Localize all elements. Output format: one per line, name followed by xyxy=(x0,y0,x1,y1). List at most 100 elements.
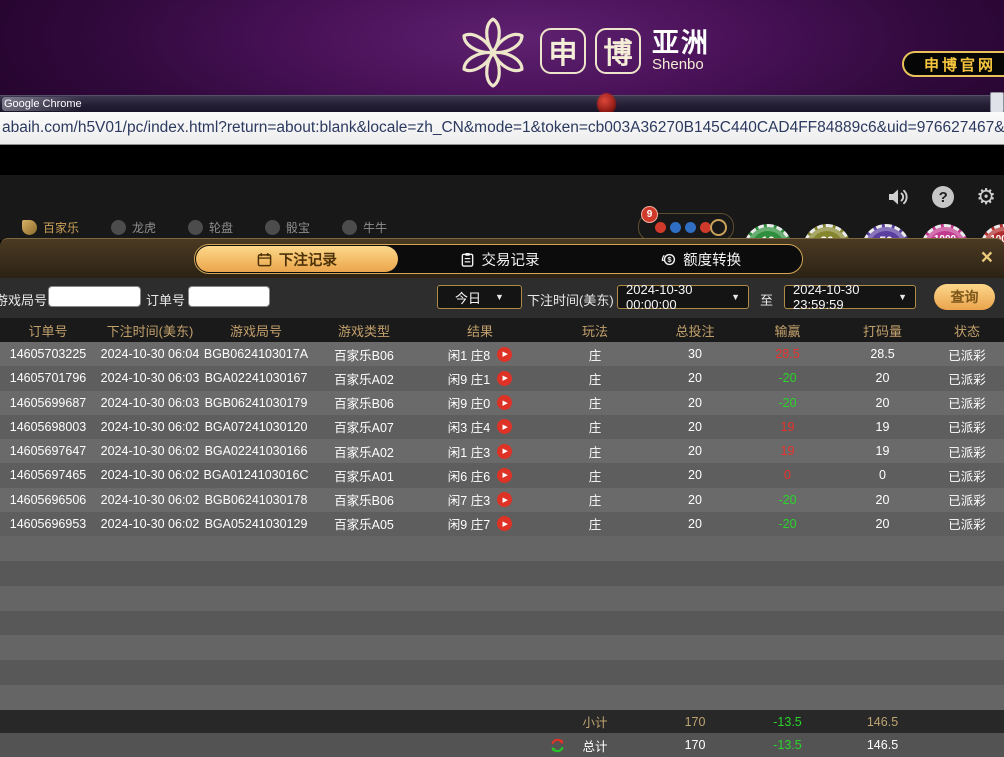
game-category-icon xyxy=(111,219,127,235)
cell-status: 已派彩 xyxy=(948,421,986,436)
url-text[interactable]: abaih.com/h5V01/pc/index.html?return=abo… xyxy=(2,119,1004,136)
speaker-icon[interactable] xyxy=(886,185,910,209)
cell-round: BGA02241030167 xyxy=(204,371,308,386)
replay-icon[interactable]: ▶ xyxy=(497,419,513,435)
cell-result: 闲1 庄8 ▶ xyxy=(420,342,540,366)
cell-order: 14605696506 xyxy=(9,492,87,507)
cell-time: 2024-10-30 06:02 xyxy=(100,419,200,434)
cell-game: 百家乐A02 xyxy=(334,445,394,460)
help-icon[interactable]: ? xyxy=(932,186,955,208)
nav-item-2[interactable]: 轮盘 xyxy=(188,219,233,236)
filter-bar: 游戏局号 订单号 今日 ▼ 下注时间(美东) 2024-10-30 00:00:… xyxy=(0,278,1004,318)
tab-transaction-records[interactable]: 交易记录 xyxy=(399,245,601,273)
grandtotal-row: 总计 170 -13.5 146.5 xyxy=(0,733,1004,757)
cell-time: 2024-10-30 06:02 xyxy=(100,516,200,531)
marble-red-icon xyxy=(700,222,711,233)
cell-turnover: 20 xyxy=(875,492,890,507)
nav-item-4[interactable]: 牛牛 xyxy=(342,219,387,236)
browser-window-title: Google Chrome xyxy=(2,97,96,111)
cell-bet: 20 xyxy=(688,468,702,483)
shenbo-logo: 申 博 亚洲 Shenbo xyxy=(455,12,710,90)
lottery-widget[interactable]: 9 xyxy=(638,206,734,241)
grandtotal-label: 总计 xyxy=(582,739,608,754)
date-to-value: 2024-10-30 23:59:59 xyxy=(793,282,860,312)
logo-region-text: 亚洲 xyxy=(652,27,710,58)
subtotal-bet: 170 xyxy=(684,714,706,729)
cell-order: 14605697465 xyxy=(9,468,87,483)
subtotal-label: 小计 xyxy=(582,716,608,730)
grandtotal-turnover: 146.5 xyxy=(866,738,899,752)
replay-icon[interactable]: ▶ xyxy=(497,516,513,532)
browser-address-bar[interactable]: abaih.com/h5V01/pc/index.html?return=abo… xyxy=(0,112,1004,145)
cell-round: BGB0624103017A xyxy=(203,347,309,362)
empty-row xyxy=(0,610,1004,636)
range-select[interactable]: 今日 ▼ xyxy=(437,285,522,309)
query-button[interactable]: 查询 xyxy=(934,284,995,310)
svg-text:$: $ xyxy=(668,255,673,264)
replay-icon[interactable]: ▶ xyxy=(497,370,513,386)
chevron-down-icon: ▼ xyxy=(731,292,740,302)
cell-game: 百家乐B06 xyxy=(334,348,394,363)
result-text: 闲1 庄3 xyxy=(447,445,491,460)
result-text: 闲3 庄4 xyxy=(447,421,491,436)
nav-item-0[interactable]: 百家乐 xyxy=(22,219,79,236)
logo-en-text: Shenbo xyxy=(652,56,704,74)
table-row: 14605699687 2024-10-30 06:03 BGB0624103017… xyxy=(0,390,1004,415)
date-to-select[interactable]: 2024-10-30 23:59:59 ▼ xyxy=(784,282,916,312)
cell-result: 闲1 庄3 ▶ xyxy=(420,439,540,463)
tab-quota-transfer[interactable]: $ 额度转换 xyxy=(600,245,802,273)
order-input[interactable] xyxy=(188,286,270,307)
logo-char-bo: 博 xyxy=(595,28,641,74)
range-select-value: 今日 xyxy=(455,290,482,306)
cell-result: 闲3 庄4 ▶ xyxy=(420,415,540,439)
window-control[interactable] xyxy=(990,92,1004,113)
close-icon[interactable]: × xyxy=(980,246,993,269)
subtotal-win: -13.5 xyxy=(773,714,802,729)
calendar-icon xyxy=(257,252,272,266)
nav-item-1[interactable]: 龙虎 xyxy=(111,219,156,236)
replay-icon[interactable]: ▶ xyxy=(497,346,513,362)
empty-row xyxy=(0,585,1004,611)
cell-win: 19 xyxy=(780,419,795,434)
cell-bet: 20 xyxy=(688,395,702,410)
empty-row xyxy=(0,660,1004,686)
cell-time: 2024-10-30 06:03 xyxy=(100,371,200,386)
tab-bet-records[interactable]: 下注记录 xyxy=(196,246,398,272)
official-site-button[interactable]: 申博官网 xyxy=(901,51,1004,77)
subtotal-row: 小计 170 -13.5 146.5 xyxy=(0,710,1004,733)
cell-game: 百家乐B06 xyxy=(334,397,394,412)
chevron-down-icon: ▼ xyxy=(495,292,504,302)
cell-win: 28.5 xyxy=(775,347,800,362)
grandtotal-win: -13.5 xyxy=(773,738,802,752)
gear-icon[interactable]: ⚙ xyxy=(976,184,996,209)
modal-top-bar: 下注记录 交易记录 $ xyxy=(0,238,1004,278)
replay-icon[interactable]: ▶ xyxy=(497,492,513,508)
column-header: 状态 xyxy=(953,323,980,339)
date-from-select[interactable]: 2024-10-30 00:00:00 ▼ xyxy=(617,282,749,312)
replay-icon[interactable]: ▶ xyxy=(497,443,513,459)
cell-time: 2024-10-30 06:03 xyxy=(100,395,200,410)
cell-round: BGB06241030179 xyxy=(204,395,308,410)
cell-play: 庄 xyxy=(588,494,602,509)
bet-time-label: 下注时间(美东) xyxy=(527,293,614,308)
cell-time: 2024-10-30 06:02 xyxy=(100,468,200,483)
replay-icon[interactable]: ▶ xyxy=(497,467,513,483)
column-header: 输赢 xyxy=(774,323,801,339)
nav-item-label: 龙虎 xyxy=(132,220,157,235)
cell-turnover: 28.5 xyxy=(870,347,895,362)
result-text: 闲9 庄0 xyxy=(447,397,491,412)
cell-bet: 20 xyxy=(688,492,702,507)
cell-order: 14605703225 xyxy=(9,347,87,362)
game-round-input[interactable] xyxy=(48,286,141,307)
nav-item-3[interactable]: 骰宝 xyxy=(265,219,310,236)
table-row: 14605697465 2024-10-30 06:02 BGA0124103016… xyxy=(0,463,1004,488)
cell-round: BGA02241030166 xyxy=(204,444,308,459)
site-banner: 申 博 亚洲 Shenbo 申博官网 xyxy=(0,0,1004,95)
replay-icon[interactable]: ▶ xyxy=(497,395,513,411)
empty-row xyxy=(0,685,1004,711)
refresh-swap-icon[interactable] xyxy=(549,737,566,754)
subtotal-turnover: 146.5 xyxy=(866,714,899,729)
cell-result: 闲7 庄3 ▶ xyxy=(420,488,540,512)
